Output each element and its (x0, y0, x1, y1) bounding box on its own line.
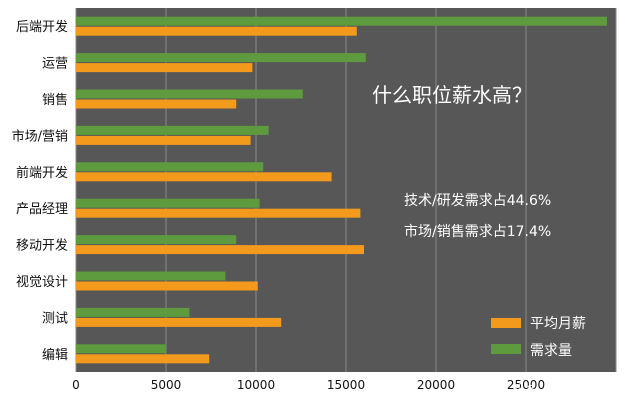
bar-demand (76, 53, 366, 63)
category-label: 移动开发 (16, 238, 68, 254)
bar-avg-salary (76, 281, 258, 291)
x-tick-label: 15000 (327, 378, 365, 392)
legend-label-demand: 需求量 (530, 343, 572, 359)
x-tick-label: 20000 (417, 378, 455, 392)
bars (76, 16, 607, 364)
category-label: 销售 (42, 92, 68, 108)
category-label: 后端开发 (16, 19, 68, 35)
x-tick-label: 25000 (507, 378, 545, 392)
bar-demand (76, 198, 260, 208)
annotation-market-share: 市场/销售需求占17.4% (404, 223, 551, 240)
bar-avg-salary (76, 317, 282, 327)
x-tick-label: 10000 (237, 378, 275, 392)
chart-title: 什么职位薪水高？ (372, 83, 532, 107)
watermark: 头条 @OFFub (512, 383, 596, 399)
bar-avg-salary (76, 26, 357, 36)
bar-demand (76, 162, 264, 172)
bar-demand (76, 344, 166, 354)
bar-avg-salary (76, 245, 364, 255)
bar-avg-salary (76, 63, 253, 73)
bar-demand (76, 235, 237, 245)
legend-swatch-demand (491, 344, 521, 354)
annotation-tech-share: 技术/研发需求占44.6% (404, 193, 551, 209)
x-tick-label: 0 (72, 378, 80, 392)
legend-swatch-avg-salary (491, 318, 521, 328)
bar-demand (76, 16, 607, 26)
category-label: 产品经理 (16, 202, 68, 217)
category-label: 市场/营销 (12, 128, 68, 144)
bar-avg-salary (76, 172, 332, 182)
bar-avg-salary (76, 135, 251, 145)
category-label: 前端开发 (16, 165, 68, 181)
bar-demand (76, 307, 190, 317)
x-tick-labels: 0 5000 10000 15000 20000 25000 (72, 378, 545, 392)
legend-label-avg-salary: 平均月薪 (530, 316, 586, 332)
category-label: 视觉设计 (16, 275, 68, 290)
bar-avg-salary (76, 99, 237, 109)
x-tick-label: 5000 (151, 378, 182, 392)
category-label: 运营 (42, 57, 68, 72)
category-label: 编辑 (42, 348, 68, 363)
category-label: 测试 (42, 311, 68, 326)
bar-demand (76, 89, 303, 99)
bar-demand (76, 125, 269, 135)
bar-demand (76, 271, 226, 281)
bar-avg-salary (76, 354, 210, 364)
bar-avg-salary (76, 208, 361, 218)
legend: 平均月薪 需求量 (491, 316, 586, 359)
